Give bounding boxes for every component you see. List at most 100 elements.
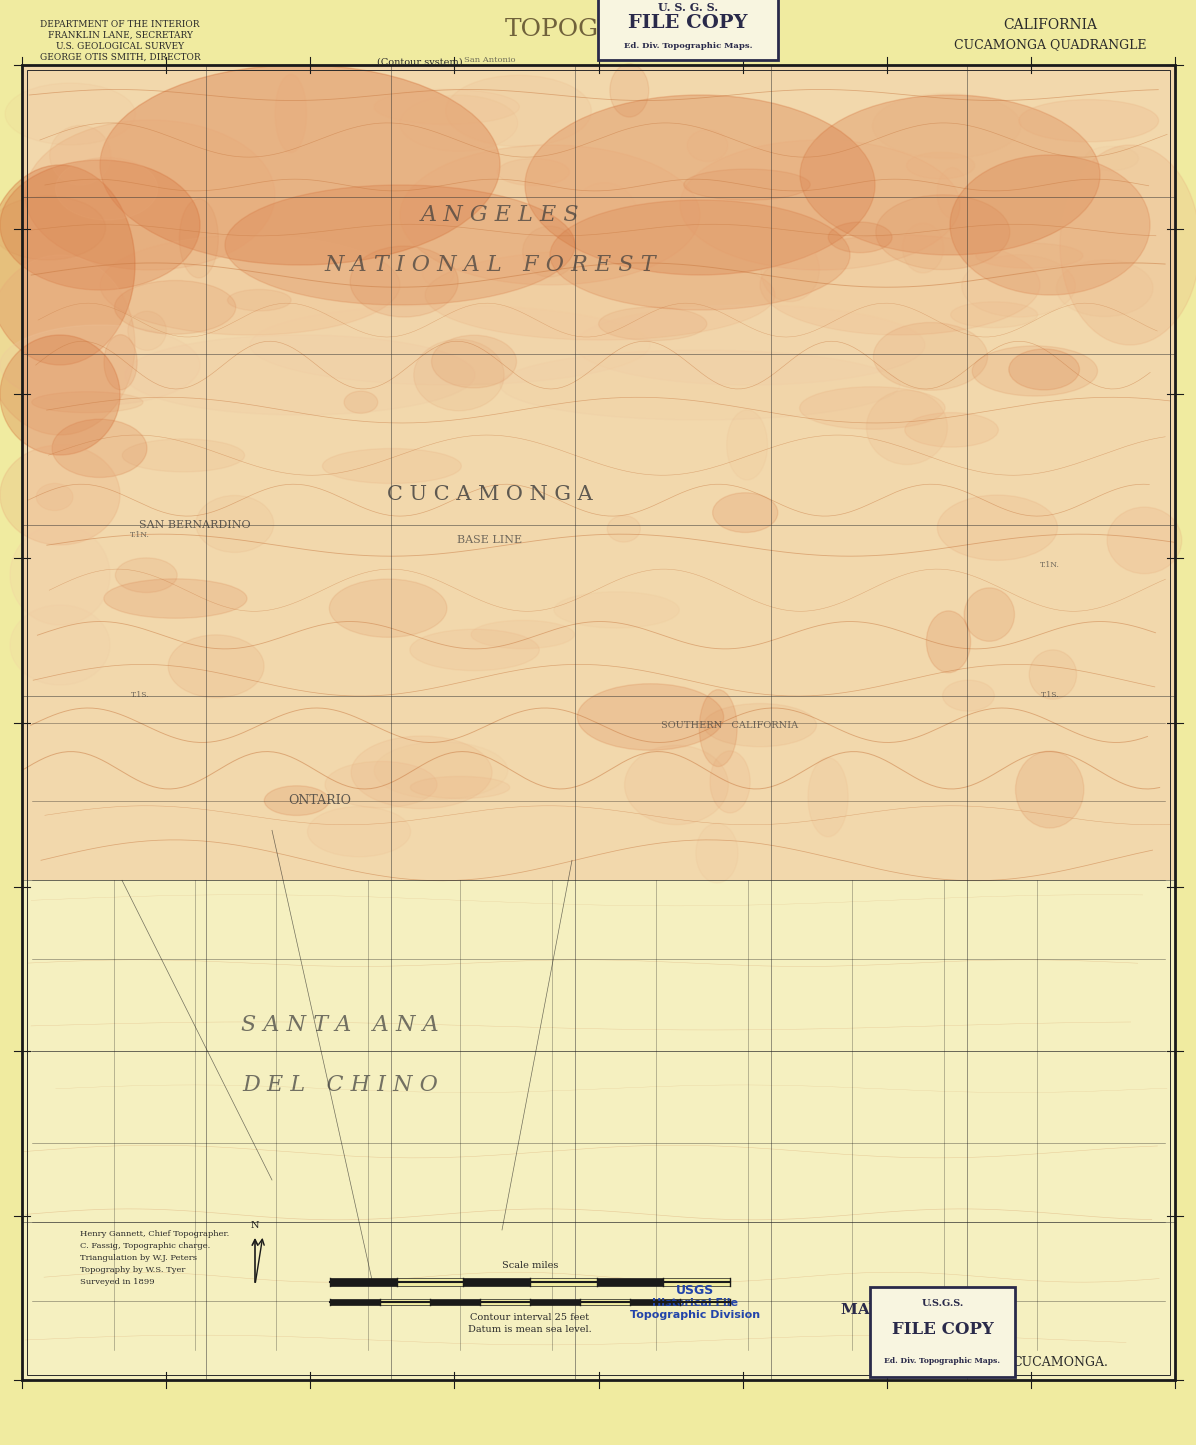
Text: CUCAMONGA.: CUCAMONGA. xyxy=(1012,1357,1107,1370)
Ellipse shape xyxy=(5,82,135,144)
Text: CUCAMONGA QUADRANGLE: CUCAMONGA QUADRANGLE xyxy=(953,39,1146,52)
Ellipse shape xyxy=(570,182,639,256)
Text: DEPARTMENT OF THE INTERIOR: DEPARTMENT OF THE INTERIOR xyxy=(41,20,200,29)
Text: U. S. G. S.: U. S. G. S. xyxy=(658,1,718,13)
Text: Topography by W.S. Tyer: Topography by W.S. Tyer xyxy=(80,1266,185,1274)
Text: C U C A M O N G A: C U C A M O N G A xyxy=(388,486,593,504)
Text: Triangulation by W.J. Peters: Triangulation by W.J. Peters xyxy=(80,1254,197,1261)
Ellipse shape xyxy=(903,224,944,273)
Ellipse shape xyxy=(950,155,1151,295)
Ellipse shape xyxy=(681,140,960,270)
Ellipse shape xyxy=(10,605,110,685)
Bar xyxy=(22,65,1174,880)
Ellipse shape xyxy=(703,704,817,747)
Text: CALIFORNIA: CALIFORNIA xyxy=(1003,17,1097,32)
Ellipse shape xyxy=(800,95,1100,254)
Ellipse shape xyxy=(713,493,777,532)
Ellipse shape xyxy=(100,236,399,335)
Ellipse shape xyxy=(422,259,454,286)
Ellipse shape xyxy=(128,311,166,350)
Bar xyxy=(580,1299,630,1305)
Ellipse shape xyxy=(36,484,73,510)
Ellipse shape xyxy=(0,254,135,435)
Ellipse shape xyxy=(410,629,539,670)
Ellipse shape xyxy=(227,289,291,311)
Ellipse shape xyxy=(410,776,509,799)
Ellipse shape xyxy=(0,335,120,455)
Ellipse shape xyxy=(0,165,135,366)
Ellipse shape xyxy=(610,64,648,117)
Ellipse shape xyxy=(307,806,410,857)
Ellipse shape xyxy=(350,246,458,316)
Text: San Antonio: San Antonio xyxy=(464,56,515,64)
Text: Topographic Division: Topographic Division xyxy=(630,1311,761,1319)
Ellipse shape xyxy=(700,689,737,766)
Ellipse shape xyxy=(942,681,994,711)
Ellipse shape xyxy=(523,225,576,277)
Text: BASE LINE: BASE LINE xyxy=(457,535,523,545)
Text: TOPOGRAPHY: TOPOGRAPHY xyxy=(505,19,691,42)
Text: S A N T A   A N A: S A N T A A N A xyxy=(242,1014,439,1036)
Ellipse shape xyxy=(0,160,200,290)
Ellipse shape xyxy=(104,579,248,618)
Text: Contour interval 25 feet: Contour interval 25 feet xyxy=(470,1312,590,1322)
Ellipse shape xyxy=(927,611,971,673)
Text: FRANKLIN LANE, SECRETARY: FRANKLIN LANE, SECRETARY xyxy=(48,30,193,40)
Text: C. Fassig, Topographic charge.: C. Fassig, Topographic charge. xyxy=(80,1243,210,1250)
Ellipse shape xyxy=(808,757,848,837)
Ellipse shape xyxy=(1019,100,1159,142)
FancyBboxPatch shape xyxy=(869,1287,1015,1377)
Bar xyxy=(330,1299,380,1305)
Ellipse shape xyxy=(1030,650,1076,699)
Ellipse shape xyxy=(624,746,728,825)
Ellipse shape xyxy=(1060,144,1196,345)
Ellipse shape xyxy=(688,130,728,162)
Text: T.1S.: T.1S. xyxy=(130,691,150,699)
Ellipse shape xyxy=(575,305,925,384)
Text: A N G E L E S: A N G E L E S xyxy=(421,204,579,225)
Ellipse shape xyxy=(374,741,508,799)
Text: MAY 1 5 1917: MAY 1 5 1917 xyxy=(841,1303,959,1316)
Text: Datum is mean sea level.: Datum is mean sea level. xyxy=(468,1325,592,1334)
Ellipse shape xyxy=(126,335,475,415)
Ellipse shape xyxy=(964,588,1014,642)
Ellipse shape xyxy=(873,322,988,390)
Ellipse shape xyxy=(905,413,999,447)
Ellipse shape xyxy=(1015,751,1084,828)
Bar xyxy=(530,1299,580,1305)
Ellipse shape xyxy=(32,392,144,413)
FancyBboxPatch shape xyxy=(598,0,779,61)
Ellipse shape xyxy=(696,824,738,883)
Ellipse shape xyxy=(951,302,1038,328)
Ellipse shape xyxy=(100,65,500,264)
Ellipse shape xyxy=(684,169,810,201)
Text: FILE COPY: FILE COPY xyxy=(892,1322,994,1338)
Ellipse shape xyxy=(962,254,1075,316)
Text: Henry Gannett, Chief Topographer.: Henry Gannett, Chief Topographer. xyxy=(80,1230,230,1238)
Ellipse shape xyxy=(828,223,892,253)
Ellipse shape xyxy=(500,350,901,420)
Ellipse shape xyxy=(800,387,945,429)
Ellipse shape xyxy=(498,159,569,185)
Ellipse shape xyxy=(759,236,1041,335)
Ellipse shape xyxy=(414,340,505,410)
Bar xyxy=(431,1299,480,1305)
Text: GEORGE OTIS SMITH, DIRECTOR: GEORGE OTIS SMITH, DIRECTOR xyxy=(39,53,200,62)
Ellipse shape xyxy=(329,579,447,637)
Ellipse shape xyxy=(525,95,875,275)
Bar xyxy=(681,1299,730,1305)
Ellipse shape xyxy=(55,158,158,220)
Ellipse shape xyxy=(104,335,138,390)
Ellipse shape xyxy=(1107,507,1182,574)
Text: Historical File: Historical File xyxy=(652,1298,738,1308)
Ellipse shape xyxy=(0,325,200,405)
Ellipse shape xyxy=(1008,350,1080,390)
Ellipse shape xyxy=(938,496,1057,561)
Ellipse shape xyxy=(471,620,574,649)
Text: D E L   C H I N O: D E L C H I N O xyxy=(242,1074,438,1095)
Ellipse shape xyxy=(550,199,850,311)
Ellipse shape xyxy=(323,448,462,484)
Ellipse shape xyxy=(275,74,306,153)
Ellipse shape xyxy=(264,786,329,815)
Ellipse shape xyxy=(425,250,775,340)
